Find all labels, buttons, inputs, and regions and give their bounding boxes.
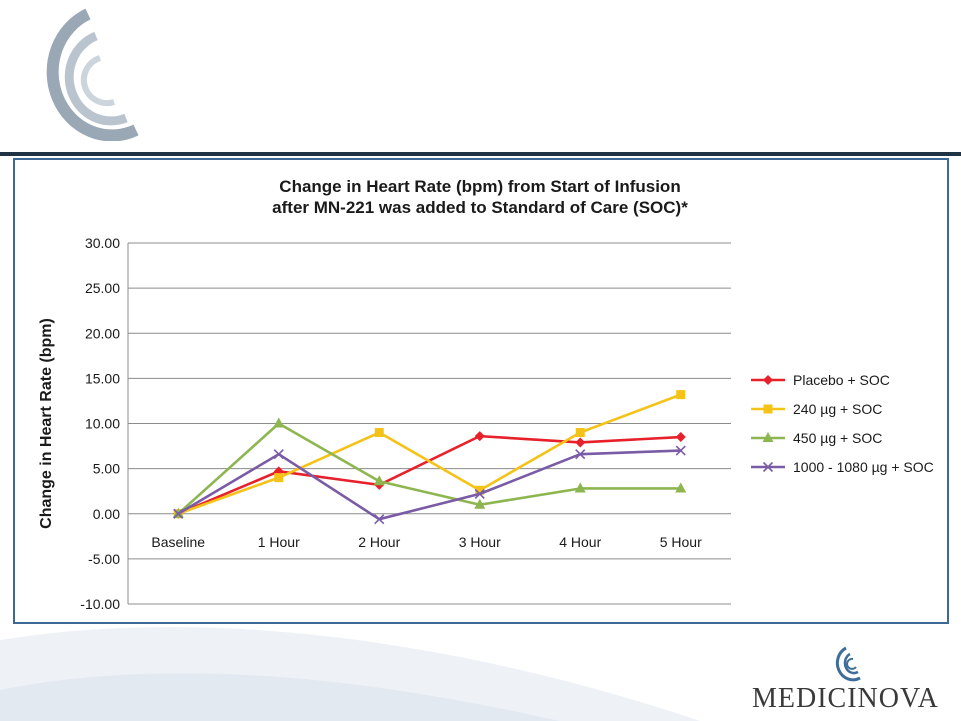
brand-wordmark: MEDICINOVA [752,683,939,714]
x-category-label: 5 Hour [660,534,702,550]
series-2-point [475,485,485,495]
y-axis-title: Change in Heart Rate (bpm) [38,318,55,529]
series-3-point [574,482,586,493]
y-tick-label: 20.00 [85,325,120,341]
series-2-point [274,473,284,483]
series-2-point [575,428,585,438]
legend-swatch-marker [763,404,773,414]
heart-rate-line-chart: 30.00 25.00 20.00 15.00 10.00 5.00 0.00 -5.00 -1… [38,235,934,612]
series-4-point [675,445,686,456]
series-line-3 [177,422,681,515]
y-tick-label: -10.00 [80,596,120,612]
x-category-label: 3 Hour [459,534,501,550]
chart-title-line-1: Change in Heart Rate (bpm) from Start of… [279,177,681,196]
header-divider [0,152,961,156]
series-3-point [675,482,687,493]
medicinova-logo-mark [835,646,861,682]
y-tick-label: 10.00 [85,416,120,432]
x-category-label: 4 Hour [559,534,601,550]
series-4-point [575,449,586,460]
y-tick-label: 30.00 [85,235,120,251]
x-category-label: 2 Hour [358,534,400,550]
series-3-point [474,498,486,509]
series-2-point [676,390,686,400]
x-category-label: 1 Hour [258,534,300,550]
legend-label: 450 µg + SOC [793,430,882,446]
y-tick-label: 25.00 [85,280,120,296]
series-4-point [374,514,385,525]
series-4-point [273,449,284,460]
series-1-point [474,431,485,442]
legend-swatch-marker [762,461,774,473]
y-tick-label: 5.00 [93,461,120,477]
legend-label: 240 µg + SOC [793,401,882,417]
series-3-point [373,475,385,486]
series-1-point [675,432,686,443]
y-tick-label: 0.00 [93,506,120,522]
series-2-point [374,428,384,438]
series-line-4 [177,449,681,521]
x-category-label: Baseline [151,534,205,550]
y-tick-label: 15.00 [85,370,120,386]
series-4-point [173,508,184,519]
legend-label: 1000 - 1080 µg + SOC [793,459,934,475]
series-1-point [575,437,586,448]
series-3-point [273,417,285,428]
y-tick-label: -5.00 [88,551,120,567]
series-line-2 [177,393,682,515]
chart-frame [13,158,949,624]
legend-swatch-marker [762,432,774,442]
legend-swatch-marker [763,375,773,385]
company-logo-mark [46,8,139,141]
series-4-point [474,488,485,499]
chart-title-line-2: after MN-221 was added to Standard of Ca… [272,198,688,217]
legend-label: Placebo + SOC [793,372,890,388]
chart-title: Change in Heart Rate (bpm) from Start of… [100,176,860,218]
